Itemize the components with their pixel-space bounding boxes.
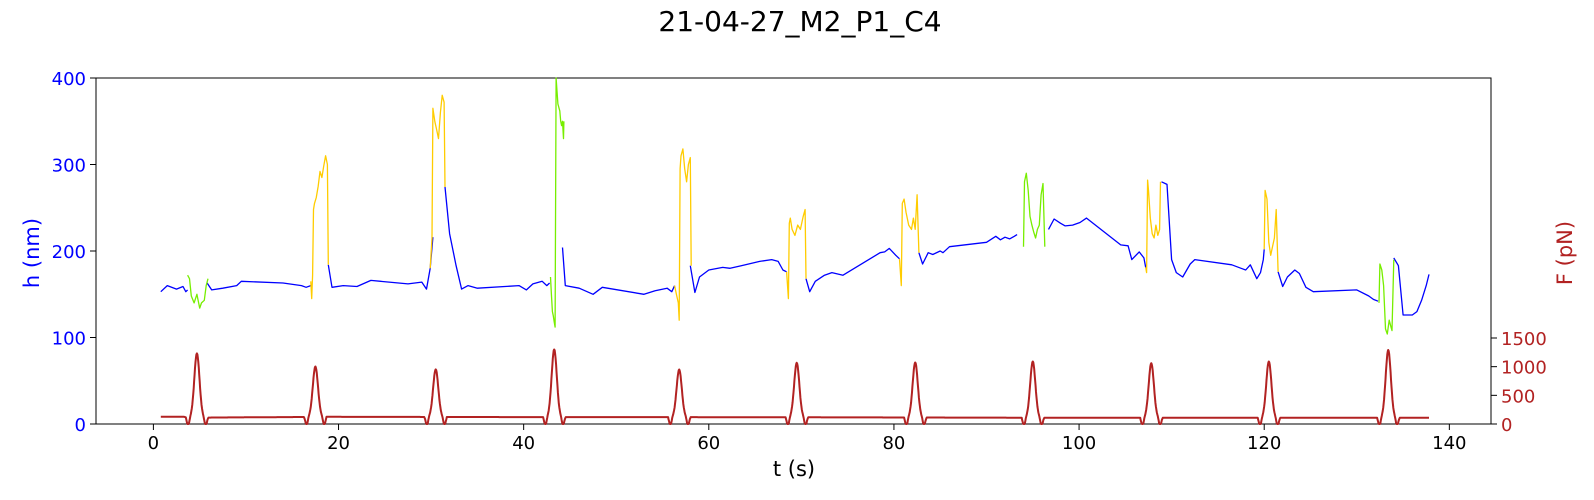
y-right-tick-label: 1000 — [1501, 358, 1547, 379]
y-axis-right-label: F (pN) — [1553, 221, 1577, 285]
height-trace-green — [549, 77, 565, 328]
y-right-tick-label: 0 — [1501, 415, 1512, 436]
height-trace-baseline — [561, 247, 676, 295]
height-trace-yellow — [898, 194, 920, 287]
y-axis-left-label: h (nm) — [20, 218, 44, 288]
x-tick-label: 100 — [1062, 433, 1096, 454]
x-tick-label: 0 — [148, 433, 159, 454]
height-trace-baseline — [1047, 217, 1147, 268]
x-tick-label: 20 — [327, 433, 350, 454]
height-trace-baseline — [1393, 257, 1430, 316]
height-trace-green — [1378, 259, 1395, 335]
x-tick-label: 140 — [1432, 433, 1466, 454]
height-trace-yellow — [429, 94, 446, 269]
x-tick-label: 60 — [697, 433, 720, 454]
height-trace-green — [187, 274, 209, 309]
height-trace-yellow — [673, 148, 692, 321]
height-trace-baseline — [918, 234, 1018, 265]
y-right-tick-label: 1500 — [1501, 329, 1547, 350]
height-trace-baseline — [444, 186, 551, 291]
y-left-tick-label: 100 — [52, 329, 86, 350]
x-tick-label: 80 — [882, 433, 905, 454]
height-trace-green — [1022, 172, 1046, 247]
height-trace-yellow — [785, 208, 807, 300]
force-trace — [160, 348, 1430, 425]
chart-title: 21-04-27_M2_P1_C4 — [658, 5, 941, 38]
height-trace-yellow — [1263, 189, 1279, 272]
y-left-tick-label: 400 — [52, 69, 86, 90]
height-trace-baseline — [1161, 181, 1265, 280]
height-trace-baseline — [206, 280, 312, 291]
height-trace-yellow — [1145, 179, 1162, 274]
height-trace-yellow — [310, 155, 329, 300]
x-axis-label: t (s) — [773, 457, 815, 481]
height-trace-baseline — [1277, 269, 1379, 302]
height-trace-baseline — [689, 258, 787, 294]
height-trace-baseline — [805, 247, 900, 293]
y-right-tick-label: 500 — [1501, 386, 1535, 407]
y-left-tick-label: 200 — [52, 242, 86, 263]
y-left-tick-label: 0 — [75, 415, 86, 436]
y-left-tick-label: 300 — [52, 156, 86, 177]
x-tick-label: 40 — [512, 433, 535, 454]
plot-area: 0 20 40 60 80 100 120 140 0 100 200 300 400 0 500 1000 1… — [52, 69, 1547, 454]
height-trace-baseline — [160, 284, 189, 293]
height-trace-baseline — [327, 237, 434, 290]
x-tick-label: 120 — [1247, 433, 1281, 454]
